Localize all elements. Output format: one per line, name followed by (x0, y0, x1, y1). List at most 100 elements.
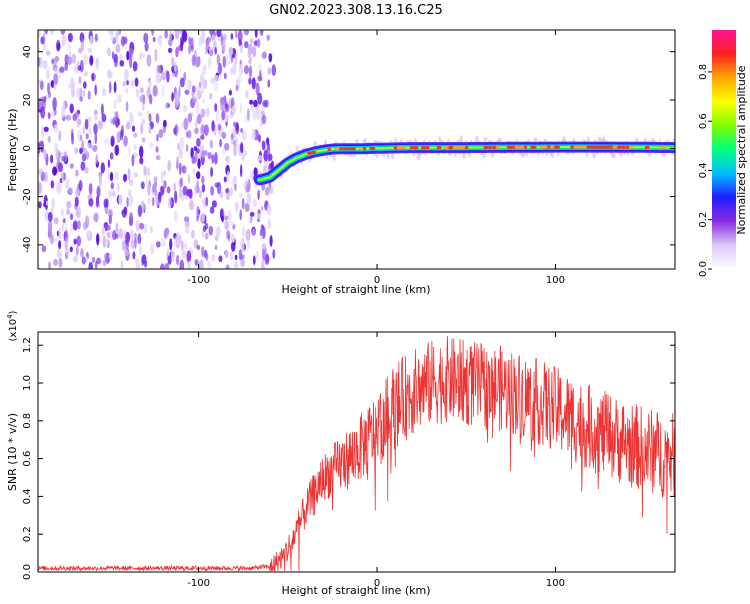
ridge-peak (553, 145, 561, 149)
noise-blob (259, 30, 264, 36)
noise-blob (74, 196, 79, 207)
noise-blob (210, 185, 215, 196)
noise-blob (82, 90, 86, 98)
noise-blob (123, 135, 128, 146)
noise-blob (256, 110, 260, 121)
noise-blob (139, 222, 145, 230)
noise-blob (146, 166, 151, 176)
noise-blob (198, 37, 202, 47)
ridge-peak (604, 145, 612, 149)
noise-blob (178, 162, 182, 176)
noise-blob (226, 230, 231, 239)
noise-blob (151, 196, 155, 207)
noise-blob (105, 238, 109, 247)
noise-blob (53, 83, 57, 91)
noise-blob (151, 30, 155, 36)
noise-blob (252, 228, 256, 236)
noise-blob (48, 261, 51, 269)
noise-blob (137, 111, 143, 117)
noise-blob (157, 65, 162, 73)
noise-blob (104, 253, 107, 260)
noise-blob (42, 45, 47, 50)
noise-blob (200, 74, 204, 85)
noise-blob (102, 259, 107, 266)
noise-blob (265, 186, 270, 196)
noise-blob (61, 34, 66, 47)
noise-blob (201, 183, 206, 193)
noise-blob (252, 45, 257, 58)
noise-blob (245, 183, 250, 193)
noise-blob (48, 220, 53, 233)
noise-blob (234, 254, 238, 261)
noise-blob (150, 226, 153, 234)
noise-blob (243, 30, 249, 36)
ridge-peak (621, 145, 626, 149)
noise-blob (47, 135, 51, 143)
noise-blob (238, 39, 242, 47)
noise-blob (79, 147, 83, 154)
ridge-peak (307, 151, 312, 155)
x-tick-label: 100 (546, 578, 565, 589)
noise-blob (93, 114, 99, 121)
noise-blob (211, 200, 217, 208)
noise-blob (257, 92, 263, 105)
noise-blob (119, 129, 124, 141)
noise-blob (145, 176, 149, 189)
noise-blob (146, 54, 152, 67)
snr-series-line (38, 336, 675, 572)
noise-blob (230, 33, 234, 40)
noise-blob (228, 89, 232, 96)
ridge-halo (533, 137, 538, 142)
noise-blob (108, 189, 112, 199)
noise-blob (200, 134, 205, 140)
noise-blob (158, 37, 162, 48)
noise-blob (214, 47, 217, 55)
noise-blob (261, 114, 267, 125)
noise-blob (179, 77, 185, 88)
noise-blob (140, 181, 145, 190)
noise-blob (259, 119, 263, 128)
noise-blob (187, 129, 192, 139)
ridge-peak (339, 147, 343, 151)
noise-blob (267, 67, 272, 75)
noise-blob (257, 189, 260, 201)
noise-blob (157, 191, 162, 204)
noise-blob (240, 164, 243, 178)
noise-blob (210, 166, 214, 178)
noise-blob (62, 217, 66, 224)
noise-blob (70, 222, 73, 234)
ridge-peak (625, 145, 630, 149)
snr-y-label: SNR (10 * v/v) (6, 413, 19, 491)
y-tick-label: 40 (22, 45, 33, 58)
noise-blob (139, 145, 144, 158)
noise-blob (267, 153, 273, 162)
noise-blob (194, 184, 198, 194)
y-tick-label: 0.0 (22, 564, 33, 580)
noise-blob (201, 98, 205, 104)
noise-blob (160, 237, 166, 248)
noise-blob (101, 226, 106, 235)
noise-blob (262, 248, 266, 261)
noise-blob (231, 105, 237, 114)
noise-blob (167, 255, 172, 265)
spectrogram-ridge (253, 135, 675, 186)
noise-blob (261, 259, 265, 269)
noise-blob (261, 140, 266, 151)
noise-blob (92, 144, 98, 152)
noise-blob (218, 62, 223, 75)
noise-blob (204, 232, 209, 240)
noise-blob (85, 150, 90, 160)
noise-blob (38, 182, 43, 195)
noise-blob (83, 81, 87, 89)
ridge-peak (443, 146, 451, 150)
noise-blob (196, 171, 201, 180)
noise-blob (225, 113, 228, 123)
noise-blob (106, 224, 111, 231)
noise-blob (152, 36, 156, 43)
noise-blob (51, 58, 55, 65)
colorbar-tick-label: 0.6 (698, 113, 709, 129)
noise-blob (126, 80, 129, 86)
ridge-peak (581, 145, 588, 149)
noise-blob (56, 42, 61, 51)
noise-blob (139, 94, 146, 104)
